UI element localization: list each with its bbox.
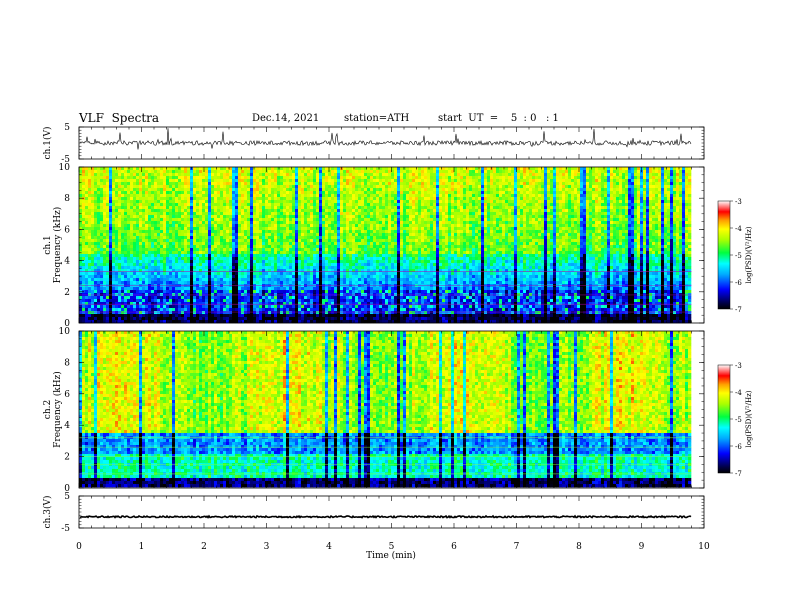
xtick-8: 8 [576, 542, 582, 552]
xtick-9: 9 [639, 542, 645, 552]
x-axis-label: Time (min) [366, 550, 416, 561]
xtick-4: 4 [326, 542, 332, 552]
ch1-spectrogram-colorbar-label: log(PSD)(V²/Hz) [745, 226, 753, 283]
start-time-label: start UT = 5 : 0 : 1 [438, 113, 559, 124]
ch2-spectrogram-ytick-2: 2 [64, 453, 70, 463]
waveforms [79, 128, 692, 519]
ch3-waveform-ytick--5: -5 [61, 524, 70, 534]
ch3-waveform-ylabel-0: ch.3(V) [42, 496, 53, 529]
ch2-spectrogram-cbtick--5: -5 [735, 416, 742, 424]
xtick-7: 7 [514, 542, 520, 552]
ch2-spectrogram-cbtick--7: -7 [735, 470, 742, 478]
xtick-0: 0 [76, 542, 82, 552]
ch2-spectrogram-ytick-4: 4 [64, 421, 70, 431]
xtick-10: 10 [698, 542, 710, 552]
ch1-spectrogram-colorbar [717, 200, 731, 310]
ch1-spectrogram-cbtick--6: -6 [735, 279, 742, 287]
ch1-spectrogram-ylabel-0: ch.1 [43, 235, 53, 254]
ch1-spectrogram-ytick-10: 10 [59, 163, 71, 173]
ch1-spectrogram-cbtick--7: -7 [735, 306, 742, 314]
ch2-spectrogram-cbtick--3: -3 [735, 362, 742, 370]
xtick-6: 6 [451, 542, 457, 552]
ch2-spectrogram-cbtick--6: -6 [735, 443, 742, 451]
ch1-waveform-ylabel-0: ch.1(V) [42, 127, 53, 160]
ch2-spectrogram-ylabel-1: Frequency (kHz) [52, 371, 63, 448]
figure-title: VLF Spectra [79, 111, 159, 125]
ch2-spectrogram-colorbar [717, 364, 731, 474]
xtick-1: 1 [139, 542, 145, 552]
ch2-spectrogram-colorbar-label: log(PSD)(V²/Hz) [745, 390, 753, 447]
ch2-spectrogram-ytick-0: 0 [64, 484, 70, 494]
ch3-waveform-line [79, 514, 692, 519]
ch1-spectrogram-cbtick--3: -3 [735, 198, 742, 206]
ch1-waveform-line [79, 128, 692, 150]
ch2-spectrogram-ytick-8: 8 [64, 358, 70, 368]
ch2-spectrogram-ytick-6: 6 [64, 390, 70, 400]
ch1-spectrogram-ytick-4: 4 [64, 257, 70, 267]
xtick-2: 2 [201, 542, 207, 552]
colorbars: -3 -4 -5 -6 -7 log(PSD)(V²/Hz) -3 -4 -5 -6 -7 log(P… [717, 198, 753, 478]
ch1-spectrogram [79, 167, 704, 324]
ch1-spectrogram-cbtick--4: -4 [735, 225, 742, 233]
ch2-spectrogram-cbtick--4: -4 [735, 389, 742, 397]
axis-ticks [78, 126, 705, 529]
ch2-spectrogram-ylabel-0: ch.2 [43, 400, 53, 419]
station-label: station=ATH [344, 113, 409, 124]
ch2-spectrogram-ytick-10: 10 [59, 327, 71, 337]
ch1-spectrogram-ytick-6: 6 [64, 225, 70, 235]
ch1-spectrogram-ylabel-1: Frequency (kHz) [52, 207, 63, 284]
xtick-3: 3 [264, 542, 270, 552]
ch1-spectrogram-ytick-2: 2 [64, 288, 70, 298]
ch1-waveform-ytick--5: -5 [61, 155, 70, 165]
ch2-spectrogram [79, 331, 704, 488]
date-label: Dec.14, 2021 [252, 113, 319, 124]
ch3-waveform-ytick-5: 5 [64, 492, 70, 502]
ch1-spectrogram-ytick-8: 8 [64, 194, 70, 204]
xtick-5: 5 [389, 542, 395, 552]
ch1-spectrogram-ytick-0: 0 [64, 319, 70, 329]
ch1-spectrogram-cbtick--5: -5 [735, 252, 742, 260]
ch1-waveform-ytick-5: 5 [64, 123, 70, 133]
